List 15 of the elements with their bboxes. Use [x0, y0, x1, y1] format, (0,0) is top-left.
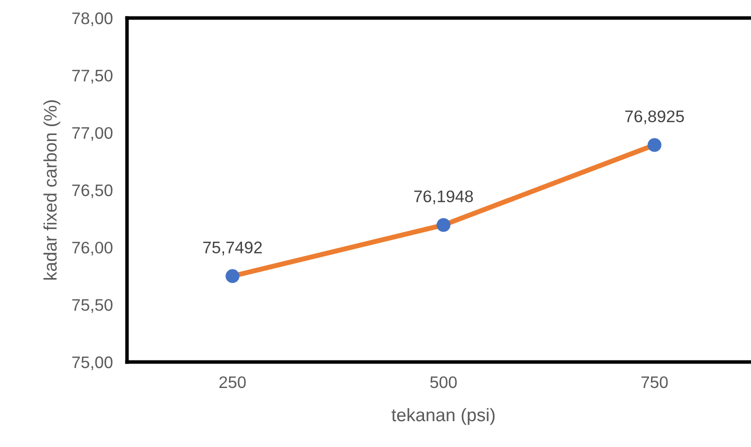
y-tick-label: 77,00: [72, 127, 112, 141]
x-tick-label: 750: [641, 376, 668, 388]
y-tick-label: 77,50: [72, 70, 112, 84]
y-tick-label: 76,50: [72, 184, 112, 198]
y-tick-label: 76,00: [72, 242, 112, 256]
x-axis-title: tekanan (psi): [392, 408, 495, 425]
y-tick-label: 75,00: [72, 356, 112, 370]
y-tick-label: 78,00: [72, 12, 112, 26]
data-label: 75,7492: [203, 242, 262, 256]
data-label: 76,8925: [625, 110, 684, 124]
y-axis-title: kadar fixed carbon (%): [43, 100, 60, 280]
y-tick-label: 75,50: [72, 299, 112, 313]
data-label: 76,1948: [414, 190, 473, 204]
x-tick-label: 250: [219, 376, 246, 388]
x-tick-label: 500: [430, 376, 457, 388]
